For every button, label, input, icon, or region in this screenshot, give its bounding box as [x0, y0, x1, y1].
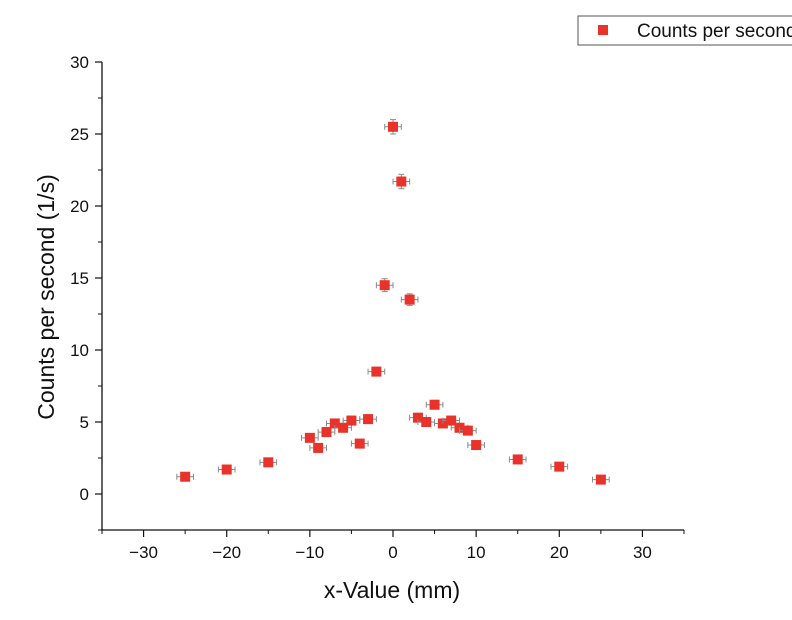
x-tick-label: 10	[467, 543, 486, 562]
x-tick-label: 0	[388, 543, 397, 562]
y-tick-label: 20	[70, 197, 89, 216]
data-point	[367, 366, 386, 377]
data-marker	[263, 457, 274, 468]
y-axis-title: Counts per second (1/s)	[33, 174, 59, 419]
data-marker	[304, 432, 315, 443]
data-point	[176, 471, 194, 482]
data-marker	[180, 471, 191, 482]
legend-label: Counts per second	[637, 21, 792, 42]
data-point	[392, 173, 411, 190]
data-point	[467, 440, 485, 451]
data-marker	[221, 464, 232, 475]
data-marker	[595, 474, 606, 485]
data-marker	[512, 454, 523, 465]
data-marker	[446, 415, 457, 426]
data-marks	[176, 119, 610, 485]
data-point	[550, 461, 569, 472]
data-marker	[388, 121, 398, 132]
legend-marker	[598, 25, 608, 35]
data-marker	[554, 461, 565, 472]
data-point	[592, 474, 610, 485]
data-point	[309, 442, 327, 453]
data-marker	[429, 399, 440, 410]
data-marker	[321, 427, 332, 438]
data-point	[350, 438, 369, 449]
x-axis-title: x-Value (mm)	[324, 577, 460, 603]
data-point	[301, 432, 319, 443]
x-tick-label: −30	[129, 543, 158, 562]
data-marker	[421, 417, 432, 427]
data-point	[334, 422, 352, 433]
data-marker	[371, 366, 382, 377]
y-tick-label: 25	[70, 125, 89, 144]
x-tick-label: 20	[550, 543, 569, 562]
y-tick-label: 5	[80, 413, 89, 432]
data-point	[459, 425, 477, 436]
data-marker	[379, 280, 390, 291]
data-marker	[338, 422, 349, 433]
x-tick-label: 30	[633, 543, 652, 562]
data-marker	[363, 414, 374, 425]
data-marker	[462, 425, 473, 436]
y-tick-label: 0	[80, 485, 89, 504]
x-tick-label: −10	[295, 543, 324, 562]
data-point	[359, 414, 377, 425]
x-tick-label: −20	[212, 543, 241, 562]
data-marker	[404, 294, 415, 305]
data-point	[317, 427, 336, 438]
data-marker	[471, 440, 482, 451]
legend: Counts per second	[577, 15, 792, 46]
data-marker	[346, 415, 357, 426]
data-marker	[354, 438, 365, 449]
data-marker	[396, 176, 407, 187]
y-tick-label: 15	[70, 269, 89, 288]
data-point	[384, 119, 402, 135]
y-tick-label: 30	[70, 53, 89, 72]
data-marker	[329, 418, 340, 429]
data-point	[400, 293, 419, 306]
data-point	[508, 454, 527, 465]
data-point	[259, 457, 278, 468]
data-point	[425, 399, 444, 410]
axes: −30 −20 −10 0 10 20 30 0 5 10 15 20 25 30	[70, 53, 685, 562]
data-point	[217, 464, 236, 475]
legend-box	[577, 15, 792, 46]
data-point	[375, 278, 394, 293]
data-marker	[412, 412, 423, 423]
y-tick-label: 10	[70, 341, 89, 360]
data-marker	[313, 442, 324, 453]
